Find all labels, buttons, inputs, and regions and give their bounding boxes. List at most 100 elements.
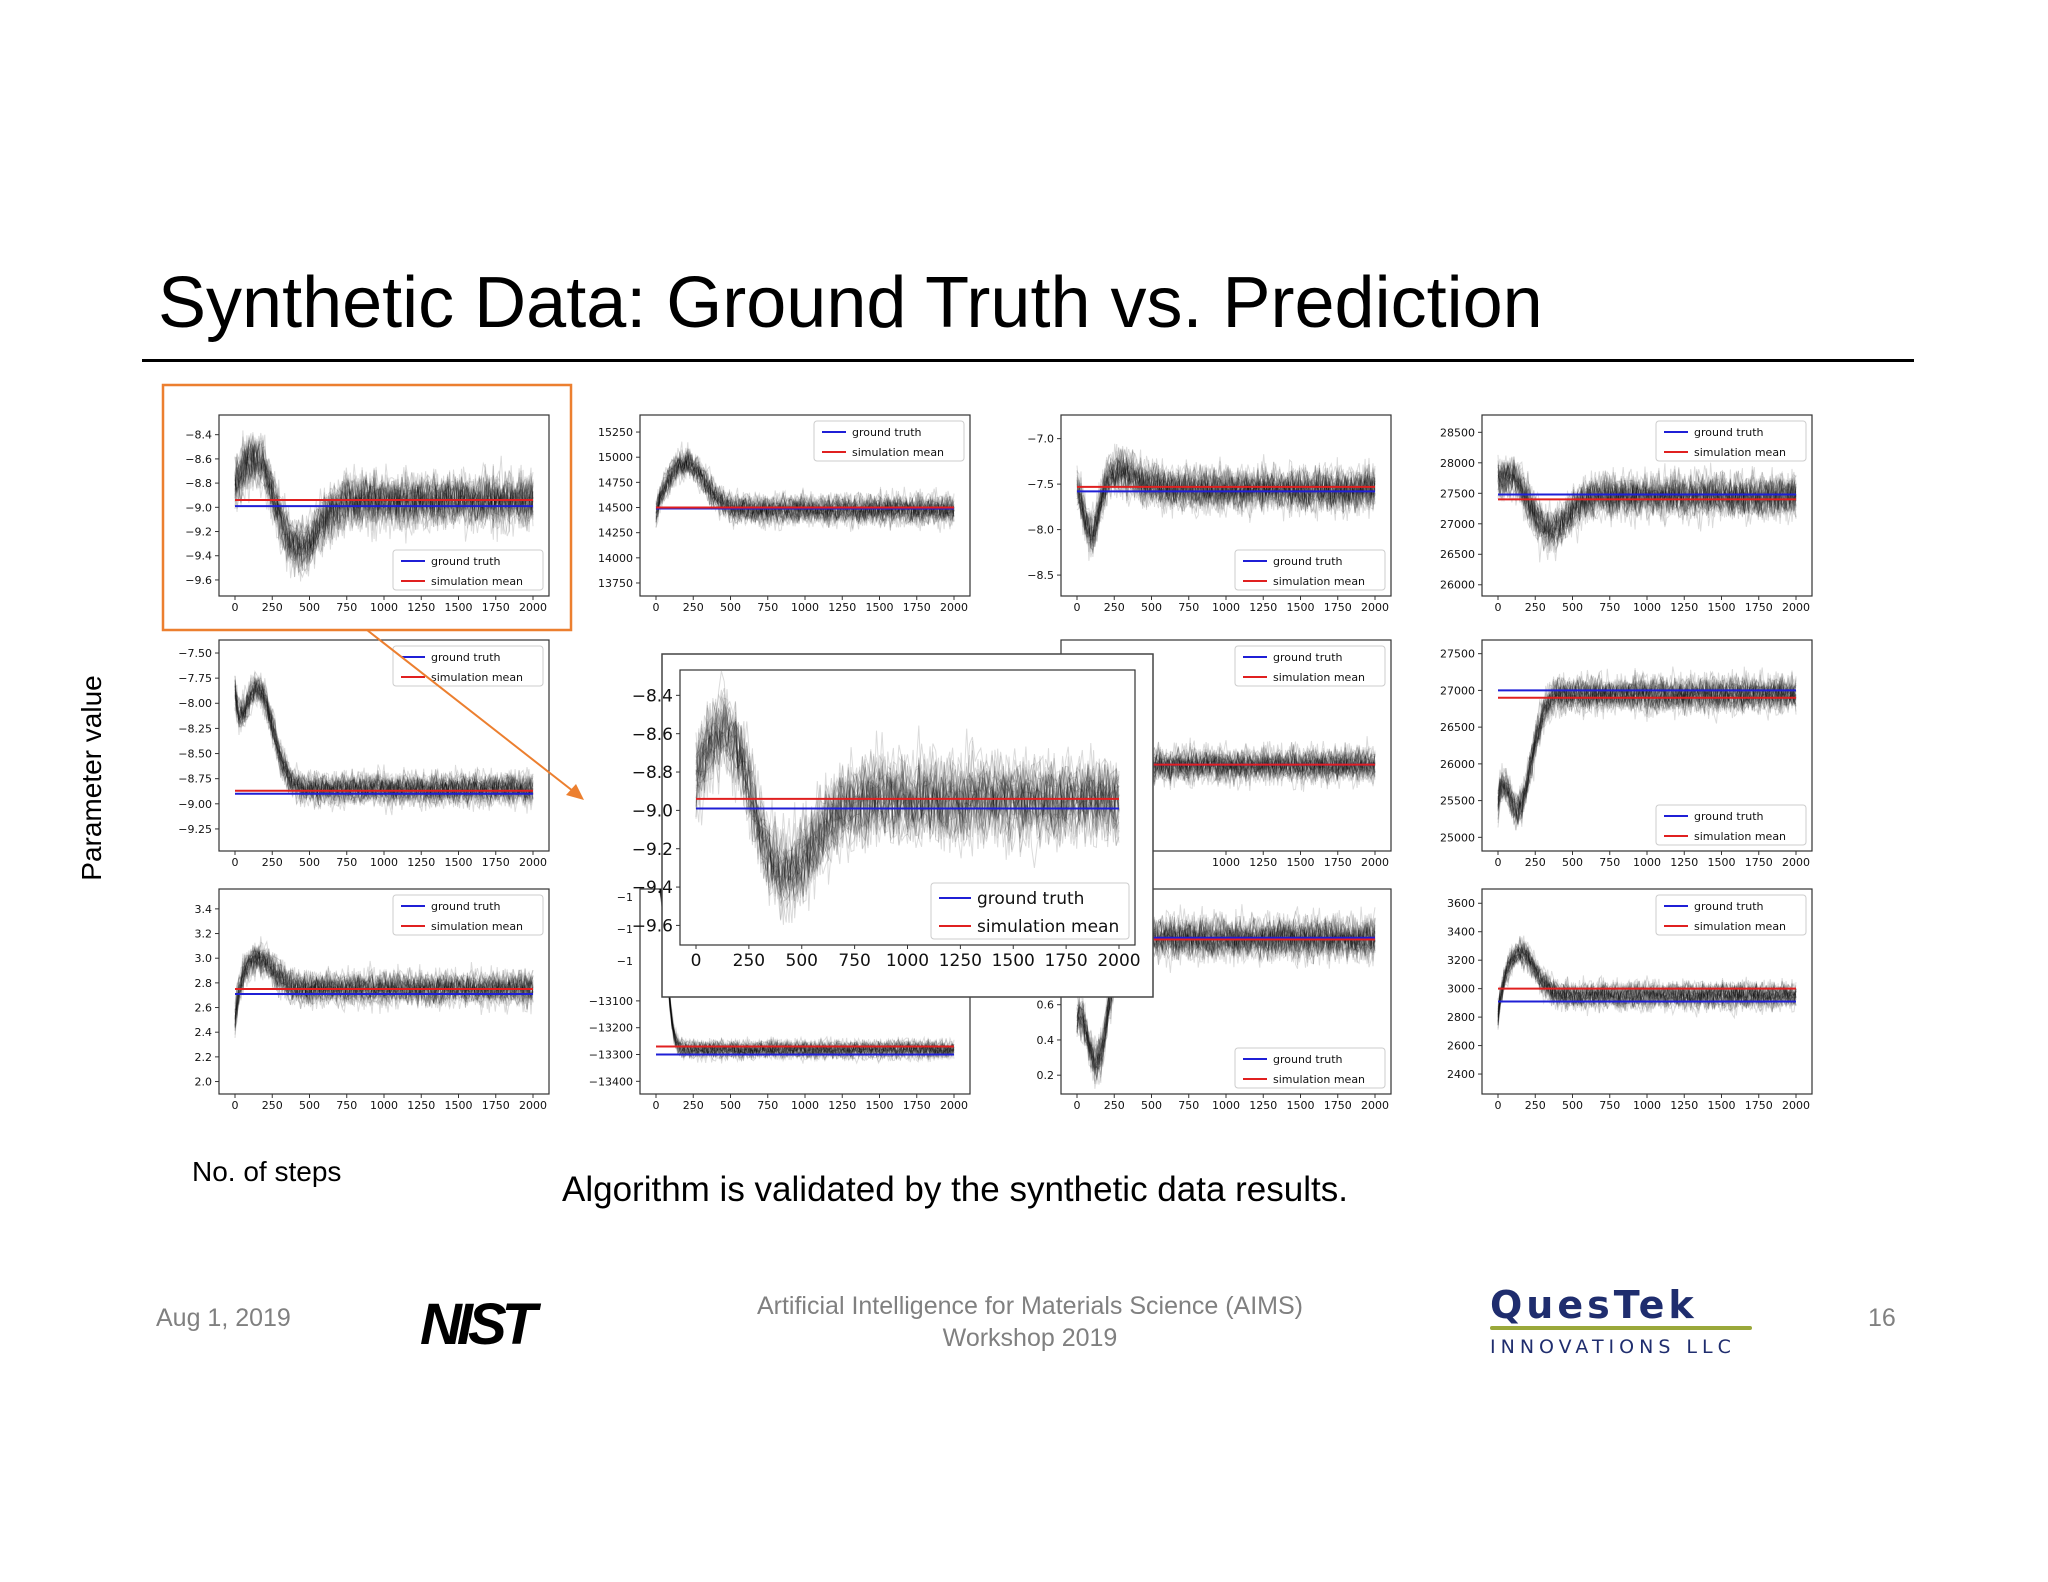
- simulation-trace: [660, 889, 955, 1059]
- x-tick-label: 1000: [1212, 601, 1240, 614]
- x-tick-label: 0: [1495, 1099, 1502, 1112]
- x-tick-label: 1000: [370, 601, 398, 614]
- legend-label: simulation mean: [431, 671, 523, 684]
- y-tick-label: −9.25: [178, 823, 212, 836]
- x-tick-label: 2000: [1361, 1099, 1389, 1112]
- x-tick-label: 2000: [1361, 856, 1389, 869]
- simulation-trace: [1076, 449, 1376, 541]
- simulation-trace: [1497, 462, 1797, 544]
- simulation-trace: [234, 685, 534, 806]
- simulation-trace: [234, 950, 534, 1018]
- simulation-trace: [234, 682, 534, 806]
- legend-label: ground truth: [1694, 900, 1764, 913]
- simulation-trace: [234, 449, 534, 577]
- simulation-trace: [234, 941, 534, 1022]
- simulation-trace: [234, 438, 534, 576]
- simulation-trace: [1497, 943, 1797, 1018]
- simulation-trace: [234, 948, 534, 1005]
- chart-r2c2_inset: 0 250 500 750 1000 1250 1500 1750 2000 −8.4 −8.6 −8…: [632, 653, 1154, 998]
- legend: ground truth simulation mean: [1655, 804, 1807, 846]
- legend-label: ground truth: [1694, 426, 1764, 439]
- x-tick-label: 0: [1074, 1099, 1081, 1112]
- y-tick-label: 2.2: [195, 1051, 213, 1064]
- trace-group: [1497, 454, 1797, 563]
- trace-group: [234, 936, 534, 1038]
- y-tick-label: 15000: [598, 451, 633, 464]
- simulation-trace: [234, 684, 533, 811]
- simulation-trace: [1497, 943, 1797, 1019]
- legend: ground truth simulation mean: [1234, 549, 1386, 591]
- simulation-trace: [234, 444, 534, 558]
- simulation-trace: [659, 889, 955, 1063]
- simulation-trace: [695, 732, 1120, 920]
- simulation-trace: [234, 449, 534, 572]
- y-tick-label: −7.0: [1027, 433, 1054, 446]
- x-tick-label: 750: [1178, 601, 1199, 614]
- x-tick-label: 1500: [445, 856, 473, 869]
- simulation-trace: [1076, 457, 1376, 547]
- y-tick-label: −8.6: [632, 725, 673, 745]
- simulation-trace: [1497, 935, 1797, 1029]
- simulation-trace: [234, 946, 534, 1023]
- simulation-trace: [234, 947, 534, 1014]
- simulation-trace: [1497, 952, 1797, 1030]
- x-tick-label: 500: [786, 951, 818, 971]
- y-tick-label: 3000: [1447, 983, 1475, 996]
- y-tick-label: 26500: [1440, 721, 1475, 734]
- simulation-trace: [1497, 464, 1797, 562]
- simulation-trace: [1497, 668, 1797, 812]
- y-tick-label: −8.8: [185, 477, 212, 490]
- simulation-trace: [1497, 668, 1797, 824]
- legend: ground truth simulation mean: [392, 645, 544, 687]
- simulation-trace: [659, 889, 955, 1059]
- simulation-trace: [695, 712, 1120, 924]
- y-tick-label: 26000: [1440, 758, 1475, 771]
- title-divider: [142, 359, 1914, 362]
- y-tick-label: −8.4: [185, 429, 212, 442]
- y-axis-label: Parameter value: [76, 675, 107, 881]
- y-tick-label: 3.4: [195, 903, 213, 916]
- x-tick-label: 1250: [1249, 601, 1277, 614]
- simulation-trace: [234, 949, 534, 1020]
- simulation-trace: [1076, 443, 1376, 539]
- simulation-trace: [659, 889, 955, 1060]
- x-tick-label: 750: [336, 856, 357, 869]
- legend-label: simulation mean: [852, 446, 944, 459]
- simulation-trace: [234, 954, 534, 1019]
- simulation-trace: [234, 946, 534, 1021]
- y-tick-label: −13200: [589, 1022, 633, 1035]
- simulation-trace: [655, 451, 955, 522]
- trace-group: [656, 889, 955, 1065]
- x-tick-label: 0: [1074, 601, 1081, 614]
- x-tick-label: 1000: [791, 1099, 819, 1112]
- simulation-trace: [695, 705, 1120, 904]
- chart-r1c2: 0 250 500 750 1000 1250 1500 1750 2000 15250 15000…: [598, 414, 971, 614]
- simulation-trace: [234, 680, 534, 810]
- y-tick-label: −9.0: [632, 801, 673, 821]
- y-tick-label: 27000: [1440, 518, 1475, 531]
- x-tick-label: 1500: [1708, 1099, 1736, 1112]
- y-tick-label: 14750: [598, 476, 633, 489]
- x-tick-label: 0: [653, 601, 660, 614]
- y-tick-label: −9.6: [632, 917, 673, 937]
- x-tick-label: 500: [1141, 1099, 1162, 1112]
- simulation-trace: [234, 684, 534, 807]
- x-tick-label: 1000: [1212, 1099, 1240, 1112]
- simulation-trace: [234, 678, 534, 809]
- simulation-trace: [234, 437, 534, 578]
- simulation-trace: [695, 707, 1120, 923]
- simulation-trace: [660, 889, 955, 1057]
- simulation-trace: [1497, 940, 1797, 1010]
- y-tick-label: 28500: [1440, 426, 1475, 439]
- x-tick-label: 0: [691, 951, 702, 971]
- simulation-trace: [1076, 446, 1376, 539]
- simulation-trace: [1497, 942, 1797, 1008]
- x-tick-label: 1000: [1633, 601, 1661, 614]
- questek-logo-sub: INNOVATIONS LLC: [1490, 1336, 1736, 1358]
- x-tick-label: 1750: [903, 601, 931, 614]
- simulation-trace: [695, 701, 1120, 899]
- trace-group: [655, 441, 955, 533]
- x-tick-label: 1500: [1287, 1099, 1315, 1112]
- simulation-trace: [1497, 671, 1797, 821]
- y-tick-label: 2.0: [195, 1075, 213, 1088]
